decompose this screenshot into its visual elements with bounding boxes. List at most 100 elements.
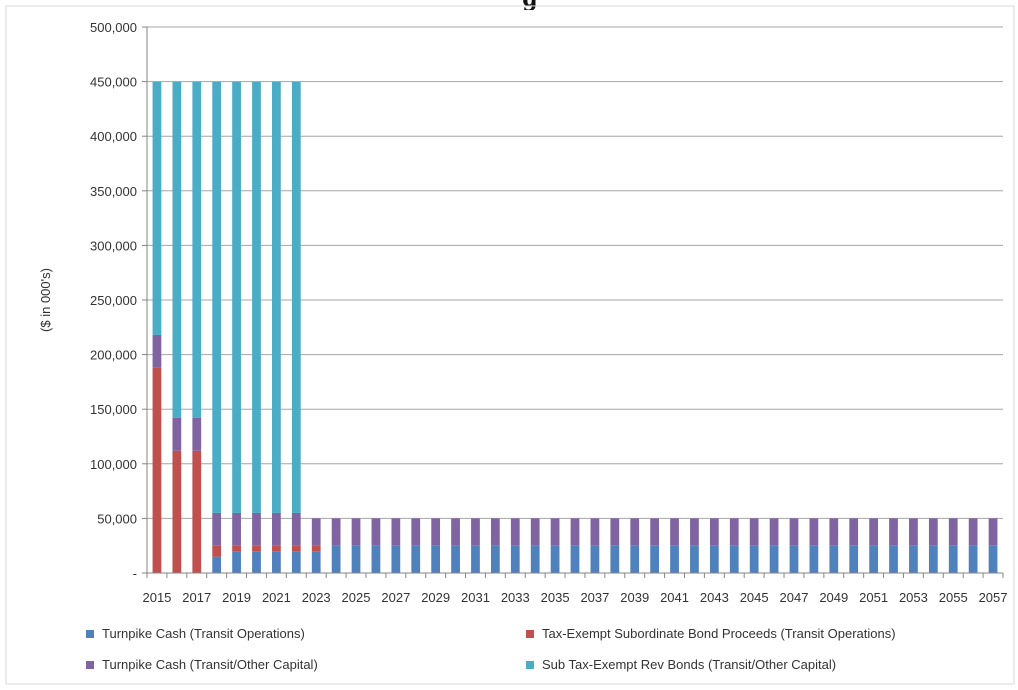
- bar-segment-2-2017: [192, 417, 202, 451]
- x-tick-label: 2045: [740, 590, 769, 605]
- bar-segment-2-2032: [490, 518, 500, 546]
- bar-segment-2-2021: [272, 512, 281, 546]
- bar-segment-2-2030: [451, 518, 460, 546]
- bar-segment-2-2027: [391, 518, 401, 546]
- bar-segment-3-2022: [291, 81, 301, 513]
- bar-segment-0-2034: [530, 545, 540, 573]
- bar-segment-2-2052: [889, 518, 898, 546]
- x-tick-label: 2057: [979, 590, 1008, 605]
- bar-segment-3-2017: [192, 81, 202, 418]
- x-tick-label: 2053: [899, 590, 928, 605]
- bar-segment-2-2033: [510, 518, 520, 546]
- bar-segment-2-2037: [590, 518, 600, 546]
- bar-segment-2-2023: [311, 518, 321, 546]
- x-tick-label: 2015: [142, 590, 171, 605]
- bar-segment-3-2020: [252, 81, 261, 513]
- bar-segment-0-2025: [351, 545, 361, 573]
- axes: [142, 26, 1004, 578]
- bar-segment-0-2023: [311, 551, 321, 573]
- x-tick-label: 2021: [262, 590, 291, 605]
- bar-segment-2-2041: [670, 518, 679, 546]
- bar-segment-0-2021: [272, 551, 281, 573]
- bar-segment-0-2042: [690, 545, 699, 573]
- bar-segment-0-2048: [809, 545, 819, 573]
- x-tick-label: 2025: [342, 590, 371, 605]
- y-tick-label: 200,000: [90, 348, 137, 363]
- x-tick-label: 2035: [541, 590, 570, 605]
- x-tick-label: 2039: [620, 590, 649, 605]
- bar-segment-0-2049: [829, 545, 839, 573]
- legend-swatch: [86, 660, 94, 669]
- bar-segment-0-2045: [749, 545, 759, 573]
- bar-segment-2-2035: [550, 518, 560, 546]
- bar-segment-2-2036: [570, 518, 580, 546]
- bar-segment-1-2019: [232, 545, 241, 552]
- bar-segment-1-2022: [291, 545, 301, 552]
- y-tick-label: -: [133, 566, 137, 581]
- bar-segment-0-2033: [510, 545, 520, 573]
- bar-segment-2-2026: [371, 518, 381, 546]
- bar-segment-1-2016: [172, 450, 182, 573]
- bar-segment-1-2023: [311, 545, 321, 552]
- y-tick-label: 50,000: [97, 511, 137, 526]
- bar-segment-2-2022: [291, 512, 301, 546]
- bar-segment-2-2034: [530, 518, 540, 546]
- bar-segment-1-2017: [192, 450, 202, 573]
- bar-segment-0-2019: [232, 551, 241, 573]
- legend-label: Tax-Exempt Subordinate Bond Proceeds (Tr…: [542, 626, 896, 641]
- bar-segment-0-2041: [670, 545, 679, 573]
- bar-segment-2-2051: [869, 518, 878, 546]
- bars: [152, 81, 998, 573]
- x-tick-label: 2051: [859, 590, 888, 605]
- bar-segment-2-2031: [471, 518, 480, 546]
- y-tick-label: 350,000: [90, 184, 137, 199]
- x-tick-label: 2031: [461, 590, 490, 605]
- bar-segment-2-2015: [152, 334, 162, 368]
- bar-segment-2-2024: [331, 518, 341, 546]
- bar-segment-3-2021: [272, 81, 281, 513]
- legend-item-turnpike-cash-capital: Turnpike Cash (Transit/Other Capital): [86, 657, 318, 672]
- y-tick-labels: - 50,000 100,000 150,000 200,000 250,000 300,0…: [90, 20, 137, 581]
- legend-label: Sub Tax-Exempt Rev Bonds (Transit/Other …: [542, 657, 837, 672]
- y-tick-label: 400,000: [90, 129, 137, 144]
- bar-segment-2-2055: [948, 518, 958, 546]
- bar-segment-2-2047: [789, 518, 799, 546]
- bar-segment-0-2031: [471, 545, 480, 573]
- bar-segment-0-2047: [789, 545, 799, 573]
- x-tick-label: 2023: [302, 590, 331, 605]
- bar-segment-3-2018: [212, 81, 222, 513]
- legend-item-tax-exempt-sub-bond: Tax-Exempt Subordinate Bond Proceeds (Tr…: [526, 626, 896, 641]
- bar-segment-2-2048: [809, 518, 819, 546]
- y-tick-label: 100,000: [90, 457, 137, 472]
- bar-segment-1-2018: [212, 545, 222, 557]
- bar-segment-2-2025: [351, 518, 361, 546]
- legend-swatch: [526, 660, 534, 669]
- bar-segment-0-2022: [291, 551, 301, 573]
- bar-segment-2-2019: [232, 512, 241, 546]
- bar-segment-2-2045: [749, 518, 759, 546]
- bar-segment-3-2015: [152, 81, 162, 335]
- bar-segment-2-2044: [729, 518, 739, 546]
- bar-segment-2-2040: [650, 518, 660, 546]
- bar-segment-2-2028: [411, 518, 421, 546]
- bar-segment-3-2016: [172, 81, 182, 418]
- bar-segment-1-2020: [252, 545, 261, 552]
- y-tick-label: 250,000: [90, 293, 137, 308]
- title-fragment: g: [250, 0, 810, 10]
- bar-segment-2-2038: [610, 518, 620, 546]
- legend-swatch: [526, 629, 534, 638]
- bar-segment-0-2055: [948, 545, 958, 573]
- legend-label: Turnpike Cash (Transit Operations): [102, 626, 305, 641]
- y-axis-label: ($ in 000's): [38, 268, 53, 332]
- x-tick-label: 2037: [580, 590, 609, 605]
- legend-label: Turnpike Cash (Transit/Other Capital): [102, 657, 318, 672]
- x-tick-label: 2027: [381, 590, 410, 605]
- bar-segment-1-2021: [272, 545, 281, 552]
- bar-segment-3-2019: [232, 81, 241, 513]
- bar-segment-0-2020: [252, 551, 261, 573]
- bar-segment-0-2036: [570, 545, 580, 573]
- bar-segment-0-2030: [451, 545, 460, 573]
- bar-segment-0-2040: [650, 545, 660, 573]
- x-tick-label: 2055: [939, 590, 968, 605]
- bar-segment-2-2043: [709, 518, 719, 546]
